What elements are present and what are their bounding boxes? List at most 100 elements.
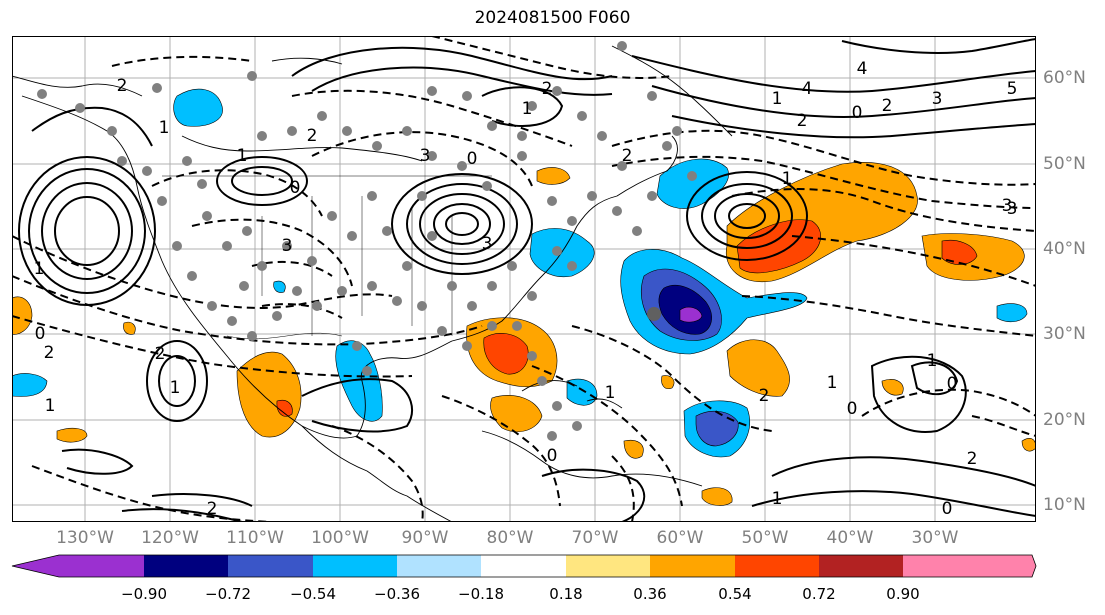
- positive-anomaly: [623, 439, 644, 459]
- colorbar-cell: [735, 555, 819, 577]
- positive-anomaly-strong: [276, 399, 293, 417]
- negative-anomaly: [996, 303, 1028, 323]
- lon-label: 120°W: [141, 528, 199, 548]
- contour-label: 3: [1002, 196, 1013, 216]
- contour-label: 2: [797, 111, 808, 131]
- negative-anomaly-strong: [695, 410, 739, 447]
- contour-label: 1: [605, 383, 616, 403]
- colorbar-tick: −0.90: [121, 585, 167, 603]
- contour-label: 1: [34, 259, 45, 279]
- colorbar-cell: [12, 555, 144, 577]
- colorbar-cell: [313, 555, 397, 577]
- contour-label: 0: [847, 399, 858, 419]
- lon-label: 30°W: [911, 528, 959, 548]
- negative-anomaly: [173, 88, 223, 127]
- positive-anomaly-strong: [941, 239, 978, 265]
- contour-label: 2: [155, 344, 166, 364]
- negative-anomaly: [273, 280, 286, 293]
- colorbar-tick: 0.36: [633, 585, 667, 603]
- colorbar-tick: −0.72: [205, 585, 251, 603]
- lon-label: 60°W: [656, 528, 704, 548]
- colorbar-cell: [650, 555, 735, 577]
- lon-label: 110°W: [226, 528, 284, 548]
- positive-anomaly: [56, 427, 88, 443]
- contour-label: 2: [622, 146, 633, 166]
- map-title: 2024081500 F060: [474, 8, 631, 28]
- contour-label: 3: [282, 236, 293, 256]
- contour-label: 0: [35, 324, 46, 344]
- colorbar-cell: [566, 555, 650, 577]
- contour-label: 1: [45, 396, 56, 416]
- contour-label: 2: [967, 449, 978, 469]
- lat-label: 40°N: [1043, 239, 1086, 259]
- contour-label: 1: [159, 118, 170, 138]
- colorbar-cell: [144, 555, 228, 577]
- lon-label: 50°W: [741, 528, 789, 548]
- contour-labels: 2 1 0 1 2 3 3 2 1 0 4 5 3 2 1 0 1 2 3 4 …: [34, 59, 1018, 519]
- contour-label: 2: [307, 126, 318, 146]
- contour-label: 0: [547, 446, 558, 466]
- contour-label: 2: [759, 386, 770, 406]
- contour-label: 1: [170, 378, 181, 398]
- contour-label: 1: [927, 351, 938, 371]
- positive-anomaly: [12, 296, 33, 335]
- positive-anomaly: [1021, 438, 1036, 452]
- contour-label: 2: [882, 96, 893, 116]
- positive-anomaly: [661, 375, 675, 389]
- lat-label: 50°N: [1043, 154, 1086, 174]
- map-frame: [12, 36, 1036, 522]
- coastlines: [12, 45, 733, 522]
- lat-label: 30°N: [1043, 324, 1086, 344]
- lon-label: 130°W: [56, 528, 114, 548]
- contour-label: 2: [44, 343, 55, 363]
- contour-label: 1: [772, 89, 783, 109]
- colorbar: [11, 554, 1037, 578]
- colorbar-cell: [228, 555, 313, 577]
- lon-label: 70°W: [571, 528, 619, 548]
- positive-anomaly: [881, 379, 904, 396]
- contour-label: 3: [1007, 199, 1018, 219]
- lon-label: 100°W: [311, 528, 369, 548]
- colorbar-tick: 0.18: [549, 585, 583, 603]
- contour-label: 3: [932, 89, 943, 109]
- contour-label: 2: [207, 499, 218, 519]
- station-dots: [37, 41, 697, 441]
- contour-label: 0: [942, 499, 953, 519]
- contour-label: 3: [420, 146, 431, 166]
- contour-label: 0: [467, 149, 478, 169]
- contour-label: 1: [782, 169, 793, 189]
- negative-anomaly: [12, 373, 48, 397]
- map-panel: 2 1 0 1 2 3 3 2 1 0 4 5 3 2 1 0 1 2 3 4 …: [12, 36, 1036, 522]
- positive-anomaly: [726, 339, 790, 397]
- lon-label: 80°W: [486, 528, 534, 548]
- contour-label: 2: [117, 76, 128, 96]
- colorbar-tick: 0.54: [718, 585, 752, 603]
- positive-anomaly: [536, 167, 571, 185]
- positive-anomaly: [490, 395, 543, 432]
- contour-label: 0: [852, 103, 863, 123]
- lat-label: 60°N: [1043, 68, 1086, 88]
- lon-label: 90°W: [401, 528, 449, 548]
- negative-anomaly: [529, 228, 595, 278]
- contour-label: 4: [802, 79, 813, 99]
- positive-anomaly-strong: [483, 333, 529, 375]
- contour-label: 1: [827, 373, 838, 393]
- contours-positive: [18, 38, 1036, 522]
- contour-label: 0: [947, 374, 958, 394]
- positive-anomaly: [123, 321, 136, 335]
- contour-label: 1: [522, 99, 533, 119]
- lon-label: 40°W: [826, 528, 874, 548]
- contour-label: 4: [857, 59, 868, 79]
- contours-negative: [12, 36, 1036, 522]
- contour-label: 0: [290, 178, 301, 198]
- negative-anomaly: [335, 340, 383, 422]
- negative-anomaly-peak: [679, 306, 703, 323]
- colorbar-tick: 0.90: [886, 585, 920, 603]
- contour-label: 3: [482, 234, 493, 254]
- contour-label: 5: [1007, 79, 1018, 99]
- colorbar-cell: [481, 555, 566, 577]
- colorbar-cell: [819, 555, 903, 577]
- lat-label: 10°N: [1043, 495, 1086, 515]
- contour-label: 1: [237, 146, 248, 166]
- colorbar-tick: −0.54: [290, 585, 336, 603]
